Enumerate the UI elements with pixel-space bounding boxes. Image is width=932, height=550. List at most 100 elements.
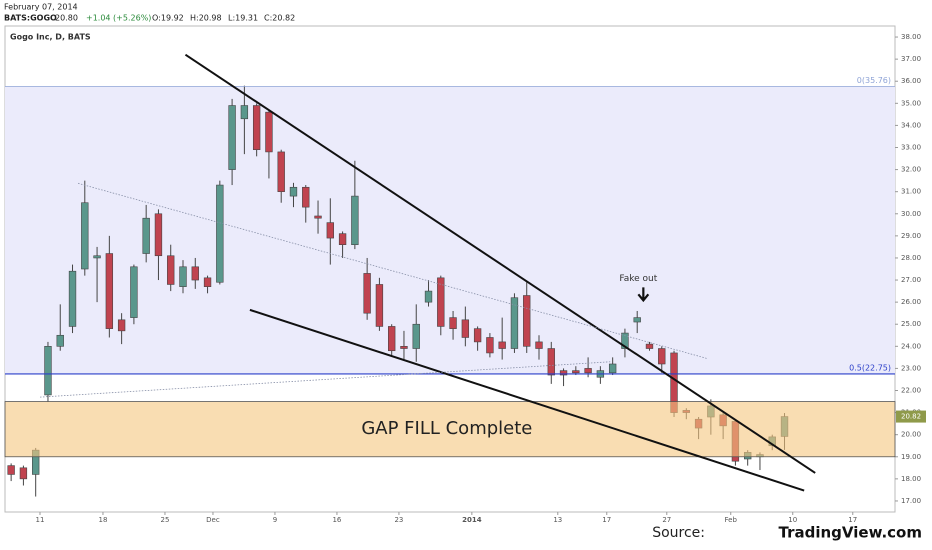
candle-body — [105, 253, 114, 329]
candle-body — [7, 465, 15, 475]
candle-body — [658, 348, 666, 365]
candle-body — [19, 467, 28, 480]
candle-body — [216, 184, 224, 283]
candle-body — [277, 151, 285, 192]
candle-body — [351, 195, 359, 246]
candle-body — [559, 370, 568, 376]
candle-body — [523, 295, 531, 347]
candle-body — [584, 368, 592, 374]
gap-zone — [4, 401, 896, 458]
candle-body — [265, 111, 273, 153]
x-tick-label: Feb — [725, 516, 738, 524]
candle-body — [289, 186, 298, 197]
y-tick-label: 31.00 — [901, 188, 921, 196]
y-tick-label: 22.00 — [901, 387, 921, 395]
change: +1.04 (+5.26%) — [86, 14, 151, 23]
source-site: TradingView.com — [779, 524, 922, 542]
y-tick-label: 20.00 — [901, 431, 921, 439]
candle-body — [302, 186, 310, 208]
x-tick-label: 23 — [394, 516, 403, 524]
candle-body — [621, 332, 629, 349]
candle-body — [228, 105, 236, 170]
candle-body — [510, 297, 519, 349]
date: February 07, 2014 — [4, 3, 78, 12]
x-tick-label: 18 — [99, 516, 108, 524]
candle-body — [461, 319, 470, 338]
candle-body — [179, 266, 187, 287]
candle-body — [154, 213, 163, 257]
x-tick-label: 10 — [788, 516, 797, 524]
annotation: Fake out — [619, 274, 657, 284]
candle-body — [400, 346, 408, 349]
y-tick-label: 26.00 — [901, 298, 921, 306]
candle-body — [449, 317, 457, 329]
candle-body — [68, 270, 77, 327]
candle-body — [375, 284, 384, 327]
candle-body — [498, 341, 506, 349]
price-badge — [896, 410, 926, 423]
y-tick-label: 32.00 — [901, 166, 921, 174]
x-tick-label: 11 — [36, 516, 45, 524]
y-tick-label: 35.00 — [901, 99, 921, 107]
candle-body — [252, 105, 261, 151]
candle-body — [191, 266, 199, 281]
quote: 20.80 — [55, 14, 78, 23]
price-badge-label: 20.82 — [901, 413, 921, 421]
candle-body — [130, 266, 138, 318]
y-tick-label: 25.00 — [901, 320, 921, 328]
candle-body — [437, 277, 445, 327]
trendline — [39, 361, 611, 398]
close: C:20.82 — [264, 14, 295, 23]
y-tick-label: 30.00 — [901, 210, 921, 218]
candle-body — [56, 334, 64, 347]
y-tick-label: 24.00 — [901, 342, 921, 350]
y-tick-label: 29.00 — [901, 232, 921, 240]
x-tick-label: 27 — [662, 516, 671, 524]
trendline — [249, 308, 805, 492]
x-tick-label: Dec — [206, 516, 220, 524]
fib-level-label: 0.5(22.75) — [849, 363, 891, 372]
y-tick-label: 27.00 — [901, 276, 921, 284]
candle-body — [81, 202, 89, 270]
candle-body — [117, 319, 126, 332]
candle-body — [93, 255, 101, 259]
x-tick-label: 25 — [160, 516, 169, 524]
y-tick-label: 37.00 — [901, 55, 921, 63]
fib-level-label: 0(35.76) — [857, 76, 891, 85]
candle-body — [167, 255, 175, 285]
x-tick-label: 16 — [332, 516, 341, 524]
x-tick-label: 13 — [553, 516, 562, 524]
candle-body — [633, 317, 641, 323]
y-tick-label: 28.00 — [901, 254, 921, 262]
x-tick-label: 17 — [848, 516, 857, 524]
annotation-arrow — [637, 287, 650, 303]
y-tick-label: 33.00 — [901, 144, 921, 152]
candle-body — [645, 343, 654, 349]
y-tick-label: 36.00 — [901, 77, 921, 85]
candle-body — [44, 346, 52, 396]
y-tick-label: 18.00 — [901, 475, 921, 483]
y-tick-label: 19.00 — [901, 453, 921, 461]
zone-label: GAP FILL Complete — [361, 418, 532, 439]
candle-body — [535, 341, 543, 349]
y-tick-label: 34.00 — [901, 121, 921, 129]
trendline — [184, 53, 816, 474]
open: O:19.92 — [152, 14, 184, 23]
symbol: BATS:GOGO — [4, 14, 57, 23]
candle-body — [240, 105, 249, 120]
candle-body — [608, 363, 617, 374]
low: L:19.31 — [228, 14, 258, 23]
x-tick-label: 2014 — [462, 516, 482, 524]
trendline — [77, 182, 708, 360]
chart-title: Gogo Inc, D, BATS — [10, 33, 91, 42]
candle-body — [326, 222, 334, 239]
candle-body — [486, 337, 494, 354]
candle-body — [338, 233, 347, 245]
y-tick-label: 38.00 — [901, 33, 921, 41]
candle-body — [388, 326, 396, 352]
candle-body — [363, 273, 371, 314]
candle-body — [142, 217, 150, 254]
source-label: Source: — [652, 525, 705, 541]
candle-body — [203, 277, 212, 287]
